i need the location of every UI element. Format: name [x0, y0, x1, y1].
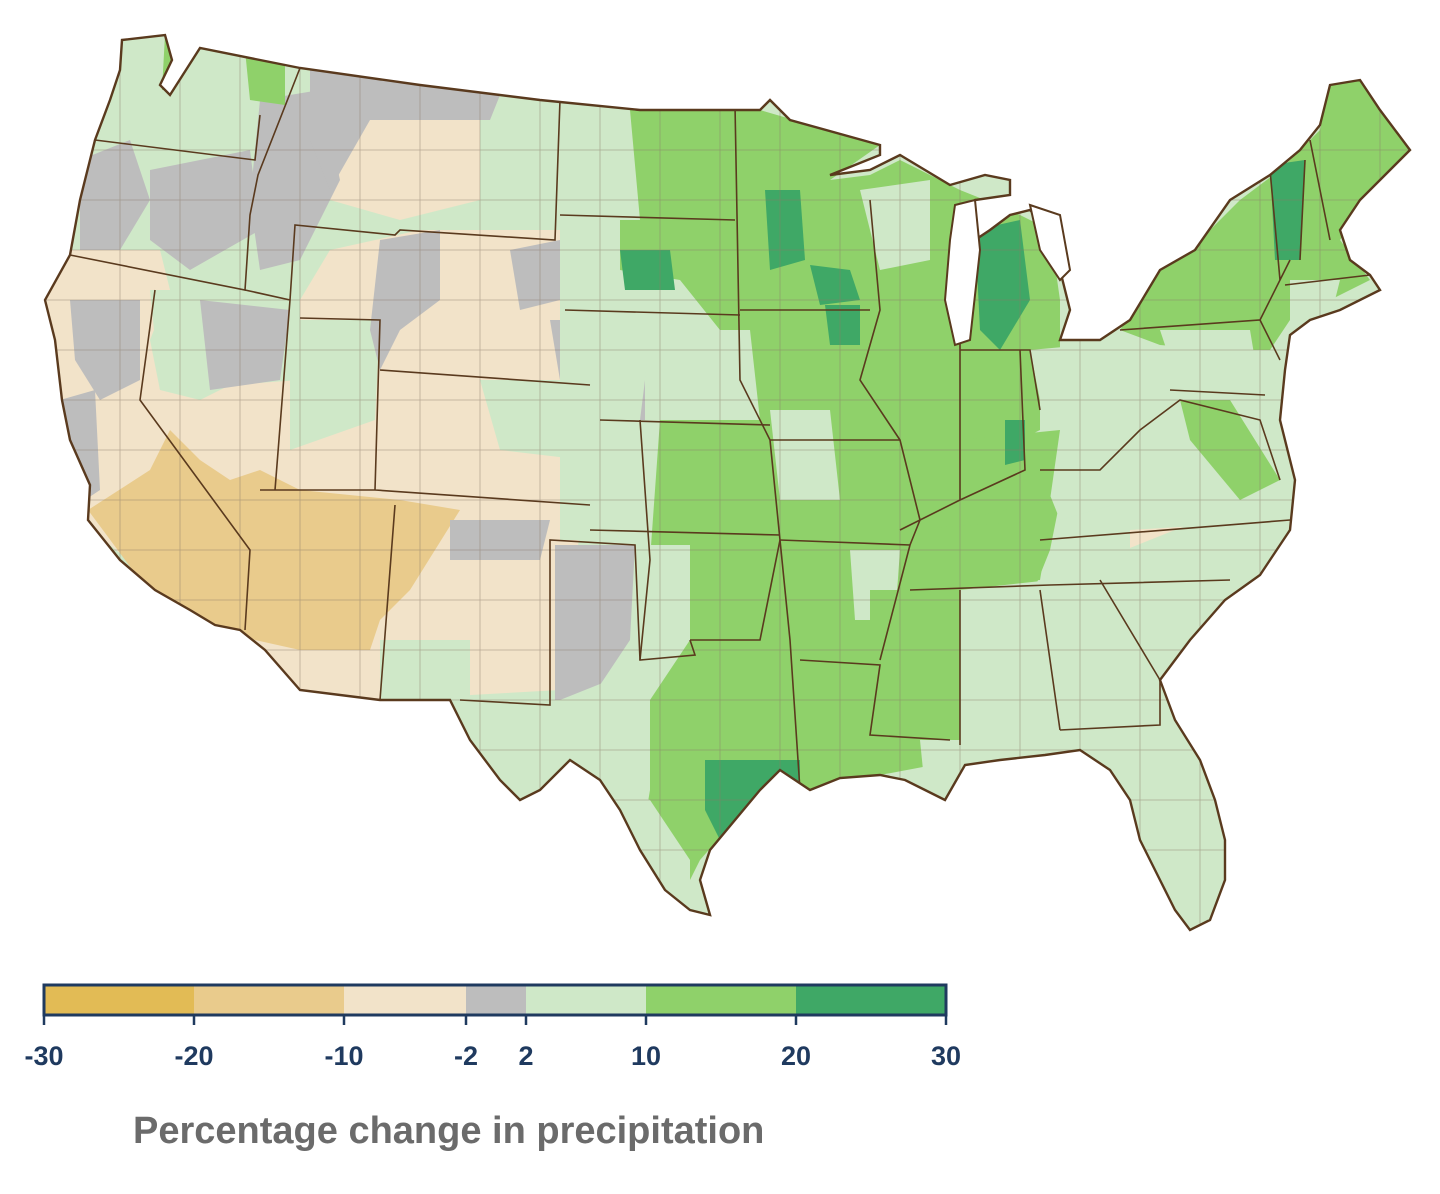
- state-border: [559, 214, 781, 536]
- legend-frame: [42, 983, 948, 1017]
- region-gray-wy-e: [510, 240, 560, 310]
- legend-bin-6: [796, 985, 946, 1015]
- state-border: [899, 330, 1041, 531]
- region-tn-green: [900, 520, 1050, 590]
- state-border: [1269, 139, 1371, 286]
- region-gray-or-coast: [80, 140, 150, 250]
- legend-tick-label: -30: [24, 1041, 63, 1071]
- legend-tick-label: 10: [631, 1041, 661, 1071]
- legend-bin-2: [344, 985, 466, 1015]
- legend-bin-0: [44, 985, 194, 1015]
- region-gray-or-central: [150, 150, 260, 270]
- great-lakes: [943, 198, 1072, 347]
- region-plains-lightgreen: [560, 100, 730, 540]
- state-border: [69, 67, 301, 291]
- lake-michigan: [943, 198, 982, 347]
- state-border: [1119, 259, 1291, 396]
- region-dark-sd: [620, 250, 675, 290]
- precipitation-map: [43, 33, 1412, 932]
- state-border: [139, 289, 251, 631]
- state-border: [244, 99, 561, 491]
- region-la-lightgreen: [920, 740, 960, 790]
- region-utah-green: [290, 320, 380, 450]
- division-lines: [45, 35, 1410, 930]
- region-dark-mn-s: [810, 265, 860, 305]
- legend-tick-label: -10: [324, 1041, 363, 1071]
- region-southwest-dark-tan: [88, 430, 460, 650]
- state-border: [1039, 399, 1291, 541]
- legend-bin-5: [646, 985, 796, 1015]
- legend-colorbar: -30 -20 -10 -2 2 10 20 30: [24, 983, 961, 1071]
- legend-tick-label: 20: [781, 1041, 811, 1071]
- state-border: [639, 419, 781, 661]
- region-gray-montana-w: [310, 70, 500, 190]
- state-border: [909, 579, 1231, 745]
- legend-tick-label: -20: [174, 1041, 213, 1071]
- state-borders: [69, 67, 1371, 791]
- region-ne-lightgreen: [640, 330, 760, 420]
- region-nm-green: [380, 640, 470, 700]
- state-border: [379, 504, 697, 706]
- legend-bin-3: [466, 985, 526, 1015]
- state-border: [260, 317, 591, 506]
- region-ky-green: [960, 430, 1060, 520]
- region-gray-nm-e: [555, 545, 635, 700]
- legend-title: Percentage change in precipitation: [133, 1110, 765, 1152]
- region-mo-lightgreen: [770, 410, 840, 500]
- region-wi-lightgreen: [860, 180, 930, 270]
- region-dark-in: [1005, 420, 1025, 465]
- legend-tick-label: 30: [931, 1041, 961, 1071]
- legend-tick-label: 2: [518, 1041, 533, 1071]
- legend-bin-1: [194, 985, 344, 1015]
- region-gray-nv-e: [200, 300, 290, 390]
- region-dark-vt: [1270, 160, 1305, 260]
- state-border: [734, 104, 801, 791]
- state-border: [740, 309, 951, 741]
- state-border: [1059, 579, 1161, 731]
- legend: -30 -20 -10 -2 2 10 20 30: [0, 960, 1440, 1194]
- region-dark-mn: [765, 190, 805, 270]
- region-dark-ia: [825, 305, 860, 345]
- state-border: [859, 199, 921, 661]
- region-gray-co-s: [450, 520, 550, 560]
- region-dark-mi: [975, 220, 1030, 350]
- us-map-svg: [43, 33, 1412, 932]
- legend-tick-label: -2: [454, 1041, 478, 1071]
- gray-regions: [60, 70, 1210, 840]
- region-gray-ca-coast: [60, 390, 100, 500]
- lake-huron: [1028, 203, 1072, 282]
- darkgreen-regions: [620, 160, 1305, 840]
- region-montana-tan: [330, 120, 480, 220]
- legend-bin-4: [526, 985, 646, 1015]
- region-ne-coast-lightgreen: [1160, 280, 1340, 390]
- region-ms-green: [870, 590, 960, 740]
- region-tx-south-lightgreen: [600, 780, 690, 905]
- map-fill-layer: [45, 35, 1410, 930]
